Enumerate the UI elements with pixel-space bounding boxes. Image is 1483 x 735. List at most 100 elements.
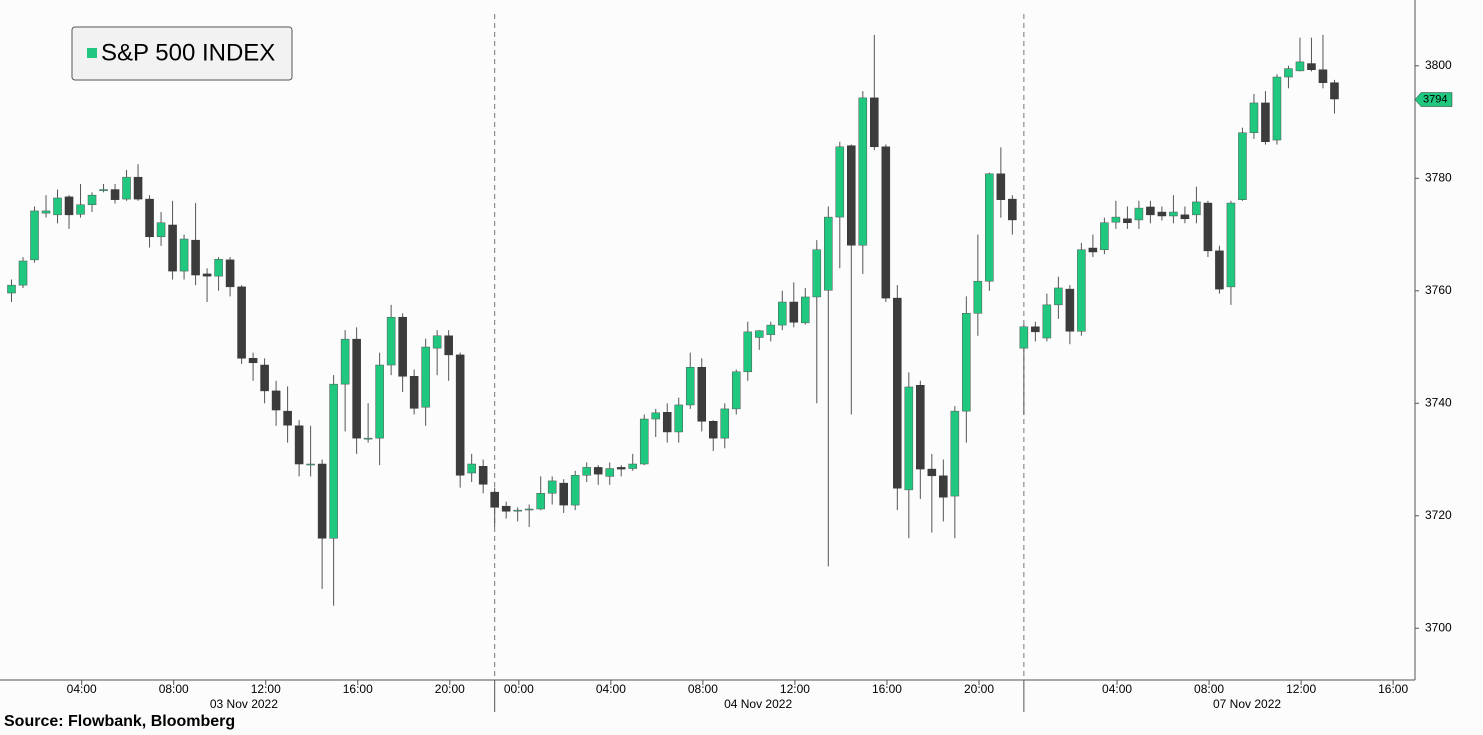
- candle-body: [927, 468, 937, 477]
- candle-body: [835, 146, 845, 218]
- y-tick-label: 3720: [1425, 508, 1452, 522]
- y-tick-label: 3760: [1425, 283, 1452, 297]
- candle-body: [76, 204, 85, 215]
- candle-body: [628, 463, 637, 469]
- candle-body: [467, 463, 476, 474]
- candle-body: [444, 335, 453, 356]
- date-label: 07 Nov 2022: [1213, 697, 1281, 711]
- candle-body: [375, 364, 384, 439]
- candle-body: [754, 330, 764, 338]
- candle-body: [1261, 102, 1270, 142]
- candle-body: [145, 198, 154, 238]
- candle-body: [697, 367, 707, 422]
- candle-body: [386, 316, 396, 366]
- candle-body: [1065, 288, 1075, 332]
- candle-body: [99, 189, 108, 191]
- candle-body: [985, 173, 994, 282]
- candle-body: [1008, 198, 1017, 221]
- candle-body: [962, 313, 971, 412]
- candle-body: [639, 418, 649, 465]
- candle-body: [904, 386, 914, 491]
- candle-body: [789, 301, 799, 323]
- candle-body: [870, 97, 879, 148]
- x-tick-label: 20:00: [964, 682, 994, 696]
- candle-body: [202, 273, 212, 277]
- candle-body: [1169, 211, 1178, 217]
- candle-body: [1215, 250, 1224, 290]
- x-tick-label: 04:00: [67, 682, 97, 696]
- candle-body: [110, 189, 120, 200]
- candle-body: [53, 197, 62, 216]
- source-note: Source: Flowbank, Bloomberg: [4, 713, 235, 730]
- candle-body: [179, 238, 189, 272]
- candle-body: [237, 286, 246, 359]
- candle-body: [881, 146, 891, 299]
- candle-body: [824, 216, 833, 291]
- last-value-tag: [1414, 92, 1453, 107]
- candle-body: [536, 493, 545, 510]
- candle-body: [582, 467, 591, 476]
- candle-body: [478, 466, 488, 485]
- candle-body: [778, 301, 787, 326]
- x-tick-label: 12:00: [1286, 682, 1316, 696]
- candle-body: [1295, 61, 1305, 72]
- candle-body: [1019, 326, 1029, 349]
- candle-body: [593, 467, 603, 475]
- candle-body: [432, 335, 442, 349]
- candle-body: [1054, 287, 1063, 306]
- candle-body: [685, 367, 695, 406]
- candle-body: [524, 508, 534, 511]
- x-tick-label: 08:00: [1194, 682, 1224, 696]
- x-tick-label: 00:00: [504, 682, 534, 696]
- candle-body: [7, 284, 16, 294]
- y-tick-label: 3800: [1425, 58, 1452, 72]
- candle-body: [893, 297, 902, 489]
- candle-body: [1077, 249, 1086, 332]
- last-value-label: 3794: [1423, 93, 1447, 105]
- legend-label: S&P 500 INDEX: [101, 39, 275, 66]
- x-tick-label: 08:00: [159, 682, 189, 696]
- candle-body: [1238, 132, 1247, 200]
- date-label: 04 Nov 2022: [724, 697, 792, 711]
- legend-box: [71, 26, 293, 81]
- candle-body: [455, 354, 465, 476]
- x-tick-label: 04:00: [596, 682, 626, 696]
- y-tick-label: 3700: [1425, 620, 1452, 634]
- candle-body: [996, 173, 1006, 200]
- candle-body: [547, 480, 557, 494]
- candle-body: [64, 196, 74, 216]
- candle-body: [122, 176, 131, 200]
- candle-body: [490, 491, 499, 508]
- candle-body: [812, 249, 822, 298]
- candle-body: [225, 259, 235, 288]
- candle-body: [1134, 207, 1144, 221]
- candle-body: [329, 383, 338, 539]
- candle-body: [271, 390, 281, 411]
- candle-body: [570, 475, 580, 506]
- candle-body: [1192, 201, 1201, 216]
- x-tick-label: 16:00: [1378, 682, 1408, 696]
- candle-body: [18, 260, 28, 286]
- candle-body: [87, 194, 97, 205]
- candle-body: [559, 482, 568, 506]
- candle-body: [662, 412, 672, 433]
- candle-body: [1330, 82, 1339, 100]
- candle-body: [1272, 76, 1282, 141]
- candle-body: [306, 463, 315, 466]
- candle-body: [513, 509, 522, 512]
- candle-body: [1180, 214, 1190, 220]
- candle-body: [766, 324, 776, 335]
- plot-area: [7, 14, 1339, 680]
- candle-body: [973, 280, 983, 314]
- x-tick-label: 16:00: [343, 682, 373, 696]
- candle-body: [720, 408, 730, 439]
- candle-body: [1100, 222, 1109, 250]
- candle-body: [398, 316, 407, 377]
- candle-body: [616, 467, 626, 470]
- candle-body: [294, 425, 304, 465]
- candle-body: [1307, 63, 1316, 70]
